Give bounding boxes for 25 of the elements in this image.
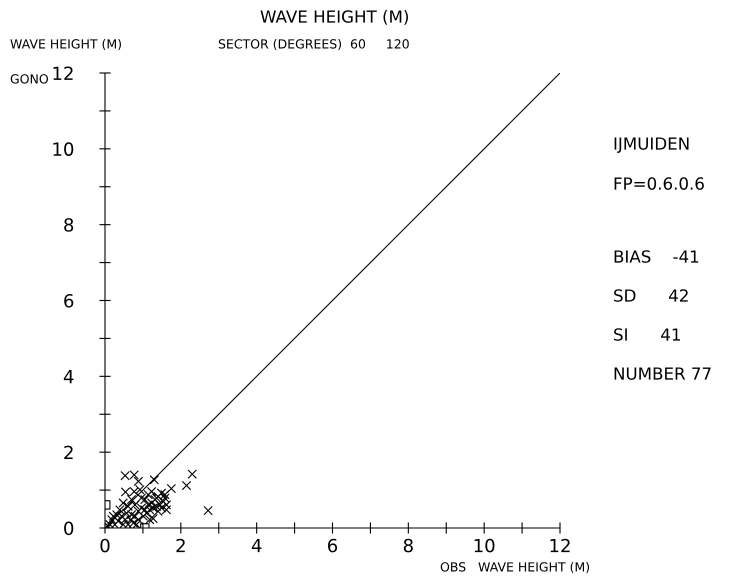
y-tick-label: 8	[64, 218, 74, 232]
x-tick-label: 0	[100, 538, 110, 552]
text: BIAS -41	[614, 250, 698, 263]
x-tick-label: 12	[550, 538, 570, 552]
x-axis-title: OBS WAVE HEIGHT (M)	[440, 562, 590, 574]
x-tick-label: 8	[404, 538, 413, 552]
y-tick-label: 6	[64, 294, 74, 308]
y-tick-label: 4	[64, 370, 74, 384]
y-tick-label: 10	[53, 142, 74, 156]
x-tick-label: 6	[328, 538, 338, 552]
text: NUMBER 77	[614, 367, 711, 380]
text: GONO	[10, 74, 48, 84]
text: IJMUIDEN	[614, 137, 689, 153]
y-axis-title: WAVE HEIGHT (M)	[10, 38, 121, 50]
y-tick-label: 12	[53, 66, 73, 80]
x-tick-label: 4	[252, 538, 262, 552]
chart-title: WAVE HEIGHT (M)	[260, 10, 408, 25]
x-tick-label: 2	[176, 538, 185, 552]
text: FP=0.6.0.6	[614, 177, 704, 190]
text: SD 42	[614, 289, 688, 302]
text: SI 41	[614, 328, 680, 341]
y-tick-label: 0	[64, 521, 74, 536]
x-tick-label: 10	[474, 538, 494, 552]
text: SECTOR (DEGREES) 60 120	[218, 38, 409, 50]
y-tick-label: 2	[64, 446, 73, 460]
